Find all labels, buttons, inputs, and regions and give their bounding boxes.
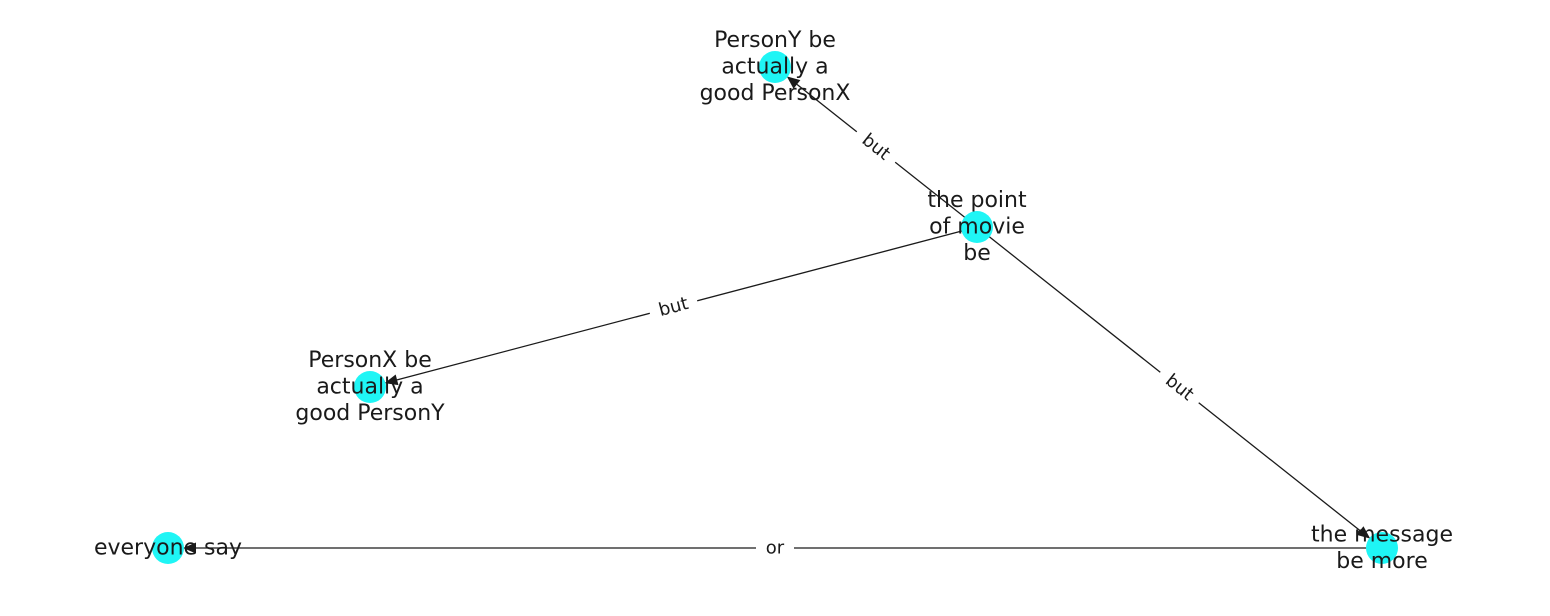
node-label-line: everyone say bbox=[94, 536, 242, 561]
node-message[interactable] bbox=[1366, 532, 1398, 564]
node-label-line: PersonX be bbox=[308, 348, 432, 373]
node-label-line: the point bbox=[927, 188, 1027, 213]
edge-label-background bbox=[1153, 363, 1206, 412]
edge-label-group: but bbox=[647, 290, 700, 324]
node-label-line: good PersonY bbox=[295, 401, 445, 426]
nodes-layer bbox=[152, 51, 1398, 564]
node-label-line: the message bbox=[1311, 522, 1453, 547]
node-label: the message be more bbox=[1311, 522, 1453, 574]
edges-layer: but but but or bbox=[183, 76, 1382, 559]
edge-label: but bbox=[656, 293, 690, 321]
edge-label-background bbox=[647, 290, 700, 324]
node-label: everyone say bbox=[94, 536, 242, 561]
arrow-head-icon bbox=[384, 374, 399, 386]
node-person-x[interactable] bbox=[354, 371, 386, 403]
node-label-line: actually a bbox=[721, 55, 828, 80]
node-label: the point of movie be bbox=[927, 188, 1027, 266]
node-label: PersonY be actually a good PersonX bbox=[700, 28, 851, 106]
edge-label: or bbox=[766, 538, 785, 559]
edge-or-4: or bbox=[183, 537, 1382, 559]
node-label-line: actually a bbox=[316, 375, 423, 400]
node-everyone[interactable] bbox=[152, 532, 184, 564]
node-person-y[interactable] bbox=[759, 51, 791, 83]
arrow-head-icon bbox=[1356, 526, 1371, 539]
edge-label-background bbox=[756, 537, 794, 559]
arrow-head-icon bbox=[183, 542, 196, 554]
node-label-line: good PersonX bbox=[700, 81, 851, 106]
node-label: PersonX be actually a good PersonY bbox=[295, 348, 445, 426]
edge-label-background bbox=[849, 123, 903, 171]
edge-but-2: but bbox=[384, 226, 978, 386]
edge-label-group: but bbox=[849, 123, 903, 171]
node-label-line: be more bbox=[1336, 549, 1427, 574]
node-label-line: of movie bbox=[929, 215, 1025, 240]
arrow-head-icon bbox=[786, 76, 801, 89]
node-label-line: be bbox=[963, 241, 991, 266]
edge-label-group: but bbox=[1153, 363, 1206, 412]
edge-but-3: but bbox=[976, 226, 1371, 539]
node-point[interactable] bbox=[961, 211, 993, 243]
node-label-line: PersonY be bbox=[714, 28, 836, 53]
edge-label-group: or bbox=[756, 537, 794, 559]
